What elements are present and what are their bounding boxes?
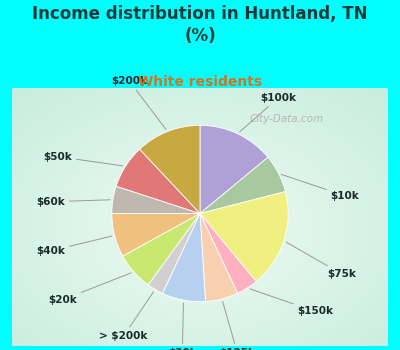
Text: White residents: White residents [138,75,262,89]
Text: $100k: $100k [240,93,296,132]
Text: $60k: $60k [37,197,110,207]
Wedge shape [116,149,200,214]
Text: $10k: $10k [281,174,360,201]
Text: $75k: $75k [286,242,356,279]
Text: $50k: $50k [44,152,123,166]
Text: $125k: $125k [219,302,255,350]
Text: City-Data.com: City-Data.com [250,114,324,124]
Wedge shape [200,191,288,281]
Text: $30k: $30k [168,303,197,350]
Wedge shape [112,186,200,214]
Text: $150k: $150k [250,289,334,316]
Text: $40k: $40k [37,236,112,256]
Wedge shape [112,214,200,256]
Text: Income distribution in Huntland, TN
(%): Income distribution in Huntland, TN (%) [32,5,368,46]
Text: $20k: $20k [48,273,131,305]
Wedge shape [200,157,286,214]
Wedge shape [162,214,206,302]
Wedge shape [140,125,200,214]
Wedge shape [200,214,256,293]
Wedge shape [200,214,238,302]
Wedge shape [200,125,268,214]
Text: > $200k: > $200k [99,292,154,341]
Text: $200k: $200k [112,76,166,129]
Wedge shape [148,214,200,293]
Wedge shape [123,214,200,285]
